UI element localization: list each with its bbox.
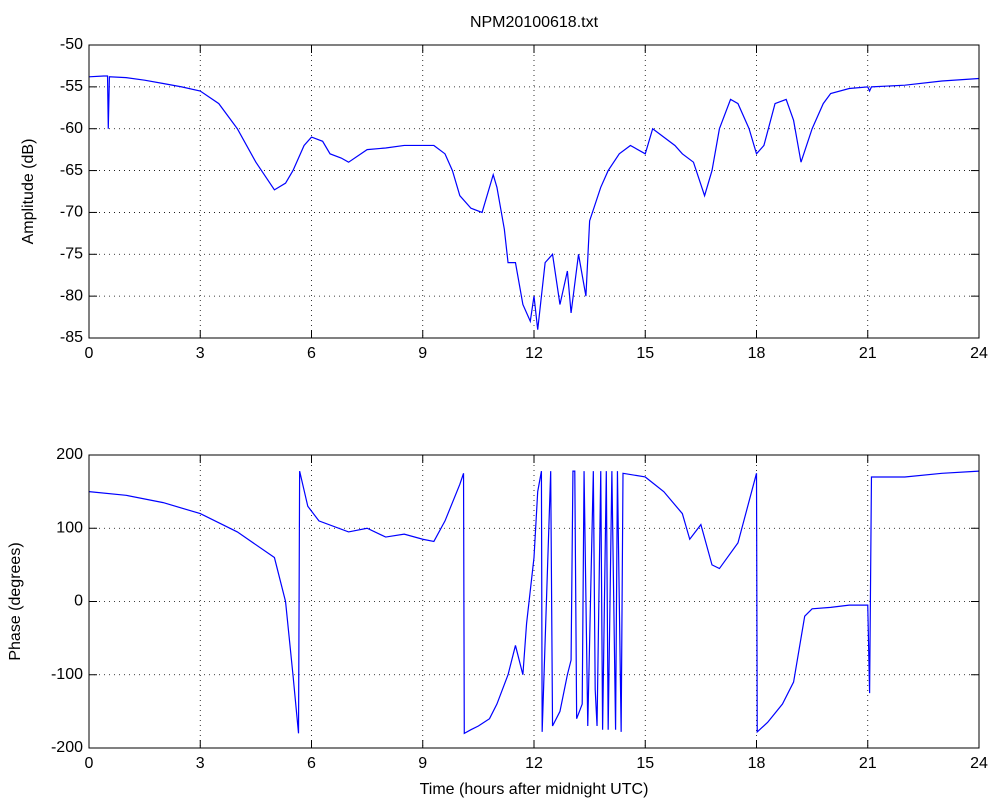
axes-frame [88,44,980,339]
x-tick-label: 15 [636,755,654,772]
x-tick-label: 0 [85,345,94,362]
x-axis-label: Time (hours after midnight UTC) [420,781,649,798]
x-tick-label: 18 [748,345,766,362]
y-tick-label: -100 [51,666,83,683]
y-tick-label: 200 [56,446,83,463]
y-tick-label: -55 [60,78,83,95]
x-tick-label: 24 [970,755,988,772]
y-tick-label: 0 [74,593,83,610]
y-tick-label: -60 [60,120,83,137]
x-tick-label: 9 [418,755,427,772]
y-axis-label: Amplitude (dB) [20,139,37,245]
y-tick-label: -70 [60,204,83,221]
x-tick-label: 15 [636,345,654,362]
y-axis-label: Phase (degrees) [7,542,24,660]
x-tick-label: 24 [970,345,988,362]
y-tick-label: -75 [60,246,83,263]
data-line [88,75,980,330]
x-tick-label: 12 [525,755,543,772]
x-tick-label: 18 [748,755,766,772]
y-tick-label: -80 [60,287,83,304]
x-tick-label: 0 [85,755,94,772]
x-tick-label: 12 [525,345,543,362]
y-tick-label: -65 [60,162,83,179]
x-tick-label: 6 [307,345,316,362]
x-tick-label: 6 [307,755,316,772]
y-tick-label: -200 [51,739,83,756]
data-line [88,470,980,735]
x-tick-label: 21 [859,345,877,362]
y-tick-label: -85 [60,329,83,346]
x-tick-label: 21 [859,755,877,772]
x-tick-label: 3 [196,345,205,362]
x-tick-label: 9 [418,345,427,362]
x-tick-label: 3 [196,755,205,772]
y-tick-label: 100 [56,519,83,536]
y-tick-label: -50 [60,36,83,53]
chart-title: NPM20100618.txt [470,14,599,31]
axes-frame [88,454,980,749]
